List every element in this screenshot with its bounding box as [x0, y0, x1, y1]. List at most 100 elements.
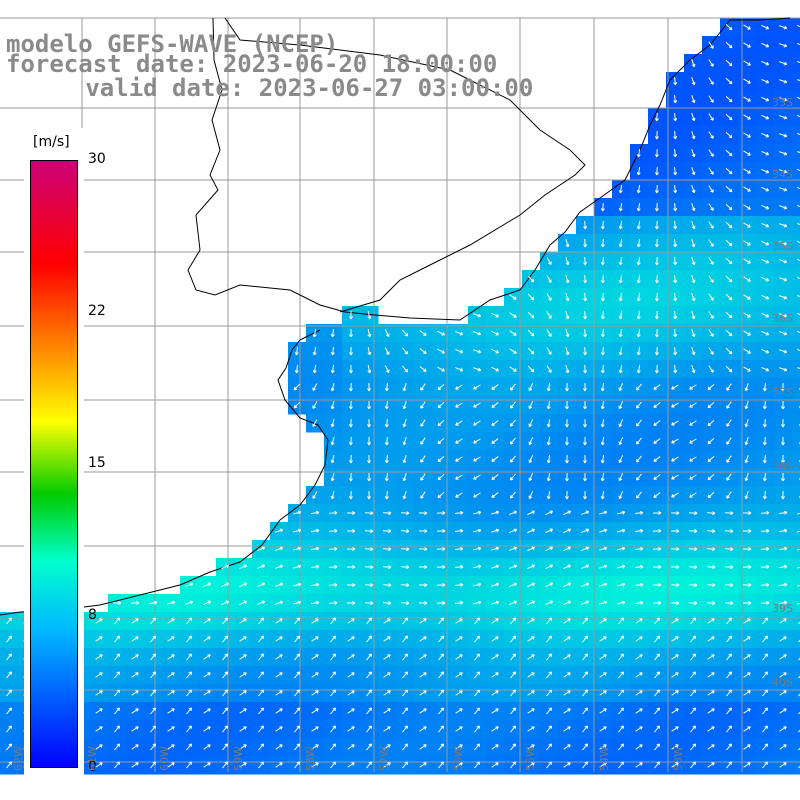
wind-cell — [792, 72, 800, 91]
wind-arrow — [95, 708, 103, 714]
wind-arrow — [707, 618, 715, 624]
wind-arrow — [474, 671, 481, 679]
wind-arrow — [691, 167, 696, 176]
wind-arrow — [636, 238, 641, 248]
wind-arrow — [491, 672, 499, 678]
wind-arrow — [509, 600, 518, 605]
wind-arrow — [798, 639, 800, 643]
wind-arrow — [635, 383, 642, 391]
wind-arrow — [474, 635, 481, 643]
wind-cell — [792, 432, 800, 451]
wind-arrow — [599, 618, 607, 624]
wind-arrow — [384, 382, 389, 392]
wind-arrow — [744, 401, 749, 410]
wind-arrow — [725, 293, 733, 301]
lon-label: 58W — [303, 746, 317, 771]
wind-arrow — [673, 76, 678, 86]
wind-arrow — [743, 618, 751, 624]
wind-arrow — [726, 689, 733, 697]
wind-arrow — [367, 364, 372, 374]
wind-arrow — [6, 653, 13, 661]
wind-arrow — [781, 400, 785, 410]
wind-arrow — [6, 761, 13, 769]
wind-arrow — [348, 418, 353, 428]
wind-arrow — [258, 653, 265, 661]
wind-arrow — [418, 583, 428, 588]
wind-arrow — [402, 743, 409, 751]
wind-arrow — [312, 491, 318, 499]
wind-arrow — [673, 184, 678, 194]
wind-arrow — [275, 654, 283, 660]
wind-arrow — [491, 492, 499, 498]
wind-arrow — [310, 582, 320, 587]
wind-arrow — [330, 382, 335, 392]
wind-arrow — [382, 583, 392, 588]
wind-arrow — [312, 383, 318, 391]
lat-label: 39S — [772, 602, 793, 615]
wind-arrow — [582, 725, 589, 733]
wind-arrow — [797, 602, 800, 605]
wind-arrow — [742, 583, 752, 587]
wind-arrow — [420, 383, 426, 391]
wind-arrow — [563, 726, 571, 732]
wind-arrow — [222, 671, 229, 679]
wind-arrow — [636, 202, 641, 212]
wind-arrow — [565, 347, 570, 356]
wind-arrow — [725, 41, 733, 49]
wind-arrow — [618, 437, 624, 446]
wind-arrow — [581, 564, 590, 569]
wind-arrow — [797, 61, 800, 64]
wind-cell — [792, 396, 800, 415]
wind-arrow — [275, 690, 283, 696]
wind-arrow — [167, 672, 175, 678]
wind-arrow — [707, 726, 715, 732]
wind-arrow — [706, 583, 716, 588]
wind-arrow — [349, 310, 353, 320]
wind-arrow — [797, 151, 800, 154]
wind-arrow — [258, 725, 265, 733]
wind-arrow — [797, 241, 800, 244]
wind-arrow — [761, 150, 770, 156]
wind-arrow — [654, 743, 661, 751]
wind-arrow — [419, 690, 427, 696]
wind-arrow — [762, 725, 769, 733]
wind-arrow — [618, 238, 623, 248]
wind-cell — [792, 108, 800, 127]
wind-arrow — [472, 564, 482, 569]
wind-arrow — [203, 744, 211, 750]
wind-arrow — [312, 364, 317, 374]
wind-arrow — [384, 436, 389, 446]
wind-arrow — [654, 346, 659, 356]
wind-arrow — [726, 437, 732, 445]
wind-arrow — [635, 726, 643, 732]
wind-arrow — [472, 546, 482, 551]
wind-arrow — [330, 707, 337, 715]
wind-arrow — [383, 636, 391, 642]
wind-arrow — [635, 672, 643, 678]
wind-arrow — [527, 762, 535, 768]
wind-arrow — [349, 346, 353, 356]
wind-arrow — [166, 600, 176, 605]
wind-arrow — [330, 671, 337, 679]
wind-arrow — [744, 437, 749, 446]
wind-arrow — [384, 365, 390, 374]
wind-arrow — [760, 528, 770, 533]
wind-arrow — [364, 583, 374, 588]
wind-arrow — [654, 707, 661, 715]
wind-arrow — [221, 582, 230, 588]
wind-arrow — [743, 186, 751, 192]
wind-arrow — [437, 366, 445, 372]
wind-arrow — [654, 617, 661, 625]
wind-arrow — [527, 329, 535, 337]
wind-arrow — [707, 401, 715, 409]
wind-cell — [792, 612, 800, 631]
wind-cell — [792, 18, 800, 37]
wind-arrow — [671, 690, 679, 696]
wind-arrow — [583, 220, 588, 230]
wind-arrow — [455, 708, 463, 714]
wind-arrow — [653, 384, 661, 390]
wind-arrow — [691, 239, 696, 248]
wind-arrow — [384, 472, 389, 482]
wind-arrow — [527, 672, 535, 678]
wind-arrow — [239, 672, 247, 678]
